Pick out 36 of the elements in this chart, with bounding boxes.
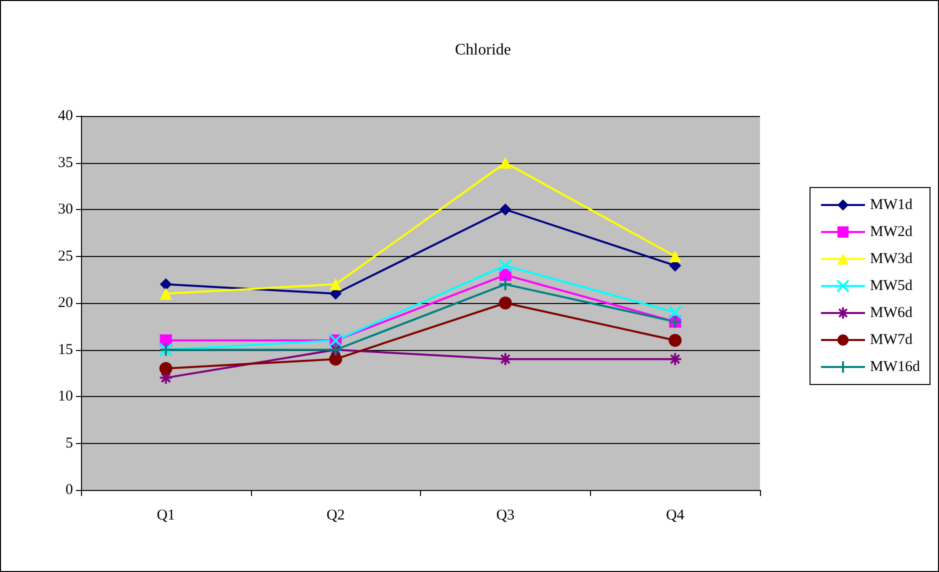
point xyxy=(498,352,512,366)
x-tick-label: Q1 xyxy=(156,508,176,524)
point xyxy=(499,156,512,169)
y-tick-label: 0 xyxy=(66,482,73,498)
legend-label: MW2d xyxy=(870,224,913,240)
x-tick-label: Q2 xyxy=(326,508,345,524)
y-tick-label: 40 xyxy=(58,108,73,124)
y-tick-label: 30 xyxy=(58,202,73,218)
point xyxy=(499,204,512,216)
y-tick-label: 10 xyxy=(58,388,73,404)
point xyxy=(668,305,682,320)
point xyxy=(498,277,512,292)
y-tick-label: 20 xyxy=(58,295,73,311)
point xyxy=(160,288,172,300)
point xyxy=(330,278,342,290)
legend-label: MW1d xyxy=(870,197,913,213)
point xyxy=(329,352,342,366)
point xyxy=(159,362,172,375)
point xyxy=(668,334,682,347)
y-tick-label: 25 xyxy=(58,248,73,264)
point xyxy=(498,296,512,310)
y-tick-label: 35 xyxy=(58,154,73,171)
legend-label: MW6d xyxy=(870,305,913,321)
legend-label: MW7d xyxy=(870,332,913,348)
y-tick-label: 15 xyxy=(58,342,73,358)
point xyxy=(160,278,172,290)
x-tick-label: Q4 xyxy=(666,508,685,524)
x-tick-label: Q3 xyxy=(496,508,515,524)
chart-title: Chloride xyxy=(455,42,511,58)
legend-label: MW16d xyxy=(870,359,920,375)
legend-label: MW5d xyxy=(870,278,913,294)
point xyxy=(498,258,512,273)
y-tick-label: 5 xyxy=(66,435,73,452)
legend-label: MW3d xyxy=(870,251,913,267)
point xyxy=(669,250,682,262)
point xyxy=(668,352,682,366)
